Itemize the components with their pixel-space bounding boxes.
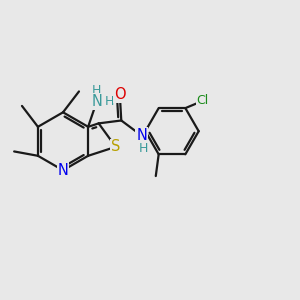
Text: H: H (138, 142, 148, 155)
Text: O: O (114, 88, 126, 103)
Text: H: H (104, 95, 114, 108)
Text: N: N (136, 128, 147, 143)
Text: Cl: Cl (196, 94, 209, 107)
Text: N: N (92, 94, 102, 109)
Text: S: S (111, 139, 120, 154)
Text: N: N (58, 163, 68, 178)
Text: H: H (92, 84, 101, 97)
